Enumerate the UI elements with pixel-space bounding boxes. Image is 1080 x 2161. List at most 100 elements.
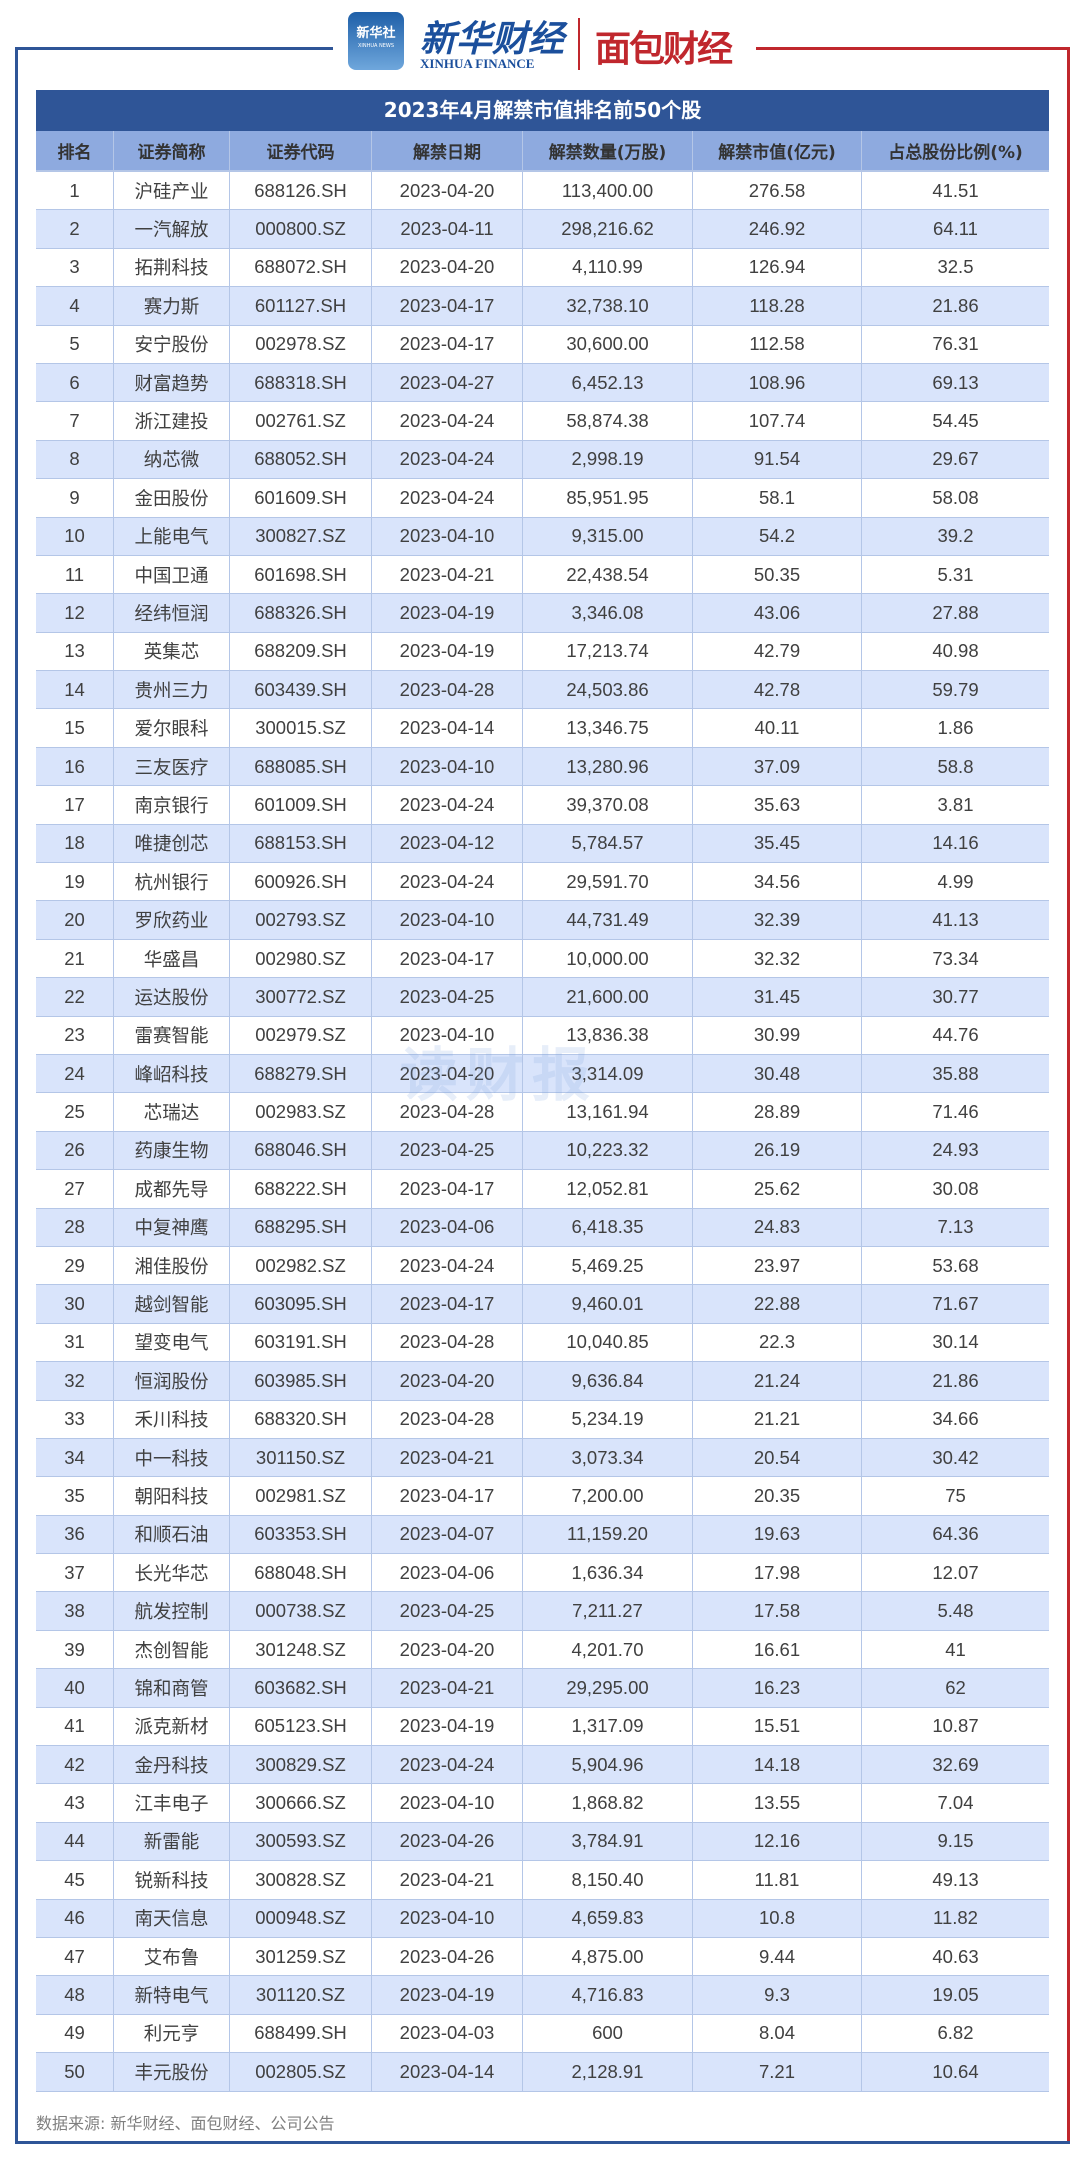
cell-date: 2023-04-10 (372, 1016, 523, 1054)
cell-name: 锦和商管 (114, 1669, 230, 1707)
unlock-ranking-table: 2023年4月解禁市值排名前50个股 排名 证券简称 证券代码 解禁日期 解禁数量(万股… (36, 90, 1049, 2092)
cell-code: 605123.SH (230, 1707, 372, 1746)
cell-ratio: 12.07 (932, 1561, 979, 1583)
cell-code: 603095.SH (230, 1285, 372, 1323)
cell-market-value: 126.94 (693, 248, 862, 287)
cell-rank: 38 (36, 1592, 114, 1630)
cell-market-value: 91.54 (693, 440, 862, 479)
cell-code: 688295.SH (230, 1208, 372, 1246)
cell-ratio: 29.67 (932, 448, 979, 470)
cell-ratio: 40.98 (932, 640, 979, 662)
cell-date: 2023-04-28 (372, 1093, 523, 1131)
cell-quantity: 5,904.96 (523, 1746, 693, 1784)
cell-quantity: 39,370.08 (523, 786, 693, 824)
cell-ratio: 73.34 (932, 947, 979, 969)
cell-name: 新雷能 (114, 1822, 230, 1861)
cell-name: 南京银行 (114, 786, 230, 824)
cell-market-value: 30.48 (693, 1054, 862, 1093)
cell-date: 2023-04-07 (372, 1515, 523, 1554)
cell-ratio: 41 (945, 1638, 966, 1660)
cell-code: 688052.SH (230, 440, 372, 479)
cell-market-value: 22.88 (693, 1285, 862, 1323)
table-row: 29 湘佳股份 002982.SZ 2023-04-24 5,469.25 23.97 53… (36, 1246, 1049, 1286)
cell-rank: 29 (36, 1246, 114, 1285)
cell-name: 丰元股份 (114, 2053, 230, 2091)
cell-ratio: 32.69 (932, 1753, 979, 1775)
cell-market-value: 26.19 (693, 1131, 862, 1170)
cell-ratio: 64.11 (933, 218, 978, 240)
cell-rank: 48 (36, 1976, 114, 2014)
cell-code: 002980.SZ (230, 939, 372, 978)
column-header-market-value: 解禁市值(亿元) (693, 131, 862, 170)
cell-market-value: 21.21 (693, 1400, 862, 1438)
table-row: 15 爱尔眼科 300015.SZ 2023-04-14 13,346.75 40.11 1… (36, 709, 1049, 748)
cell-market-value: 30.99 (693, 1016, 862, 1054)
cell-quantity: 3,784.91 (523, 1822, 693, 1861)
cell-market-value: 15.51 (693, 1707, 862, 1746)
table-row: 16 三友医疗 688085.SH 2023-04-10 13,280.96 37.09 5… (36, 747, 1049, 787)
cell-name: 恒润股份 (114, 1362, 230, 1400)
table-row: 42 金丹科技 300829.SZ 2023-04-24 5,904.96 14.18 32… (36, 1746, 1049, 1785)
frame-border-right (1067, 48, 1070, 2144)
cell-name: 浙江建投 (114, 402, 230, 440)
column-header-rank: 排名 (36, 131, 114, 170)
cell-date: 2023-04-25 (372, 1131, 523, 1170)
cell-quantity: 9,460.01 (523, 1285, 693, 1323)
cell-date: 2023-04-17 (372, 1285, 523, 1323)
cell-quantity: 9,315.00 (523, 517, 693, 555)
cell-date: 2023-04-28 (372, 671, 523, 709)
cell-rank: 42 (36, 1746, 114, 1784)
cell-name: 金田股份 (114, 479, 230, 517)
cell-code: 301150.SZ (230, 1438, 372, 1477)
cell-name: 上能电气 (114, 517, 230, 555)
cell-rank: 28 (36, 1208, 114, 1246)
cell-market-value: 34.56 (693, 863, 862, 901)
cell-ratio: 58.8 (937, 755, 974, 777)
cell-quantity: 4,110.99 (523, 248, 693, 287)
cell-rank: 15 (36, 709, 114, 747)
cell-code: 300827.SZ (230, 517, 372, 555)
cell-market-value: 24.83 (693, 1208, 862, 1246)
cell-name: 财富趋势 (114, 363, 230, 402)
cell-name: 利元亨 (114, 2014, 230, 2053)
table-row: 9 金田股份 601609.SH 2023-04-24 85,951.95 58.1 58.… (36, 479, 1049, 518)
cell-date: 2023-04-19 (372, 1707, 523, 1746)
cell-ratio: 69.13 (932, 371, 979, 393)
cell-name: 中一科技 (114, 1438, 230, 1477)
table-row: 38 航发控制 000738.SZ 2023-04-25 7,211.27 17.58 5.… (36, 1592, 1049, 1631)
table-row: 3 拓荆科技 688072.SH 2023-04-20 4,110.99 126.94 32… (36, 248, 1049, 288)
cell-ratio: 19.05 (932, 1984, 979, 2006)
cell-rank: 16 (36, 747, 114, 786)
cell-rank: 10 (36, 517, 114, 555)
cell-name: 峰岹科技 (114, 1054, 230, 1093)
cell-market-value: 246.92 (693, 210, 862, 248)
table-row: 37 长光华芯 688048.SH 2023-04-06 1,636.34 17.98 12… (36, 1554, 1049, 1593)
cell-name: 杰创智能 (114, 1630, 230, 1669)
cell-ratio: 64.36 (932, 1523, 979, 1545)
table-row: 48 新特电气 301120.SZ 2023-04-19 4,716.83 9.3 19.0… (36, 1976, 1049, 2015)
cell-date: 2023-04-26 (372, 1822, 523, 1861)
logo-divider (578, 18, 580, 70)
frame-top-line-red (756, 47, 1070, 50)
cell-rank: 50 (36, 2053, 114, 2091)
cell-market-value: 8.04 (693, 2014, 862, 2053)
table-row: 22 运达股份 300772.SZ 2023-04-25 21,600.00 31.45 3… (36, 978, 1049, 1017)
cell-date: 2023-04-24 (372, 1246, 523, 1285)
cell-market-value: 17.58 (693, 1592, 862, 1630)
cell-market-value: 107.74 (693, 402, 862, 440)
cell-ratio: 14.16 (932, 832, 979, 854)
cell-quantity: 2,998.19 (523, 440, 693, 479)
cell-date: 2023-04-21 (372, 1861, 523, 1899)
cell-quantity: 6,418.35 (523, 1208, 693, 1246)
cell-ratio: 35.88 (932, 1062, 979, 1084)
cell-rank: 21 (36, 939, 114, 978)
cell-quantity: 10,000.00 (523, 939, 693, 978)
cell-date: 2023-04-24 (372, 786, 523, 824)
cell-quantity: 1,317.09 (523, 1707, 693, 1746)
table-row: 27 成都先导 688222.SH 2023-04-17 12,052.81 25.62 3… (36, 1170, 1049, 1209)
cell-name: 运达股份 (114, 978, 230, 1016)
column-header-name: 证券简称 (114, 131, 230, 170)
cell-date: 2023-04-24 (372, 440, 523, 479)
table-row: 39 杰创智能 301248.SZ 2023-04-20 4,201.70 16.61 41 (36, 1630, 1049, 1670)
cell-quantity: 12,052.81 (523, 1170, 693, 1208)
